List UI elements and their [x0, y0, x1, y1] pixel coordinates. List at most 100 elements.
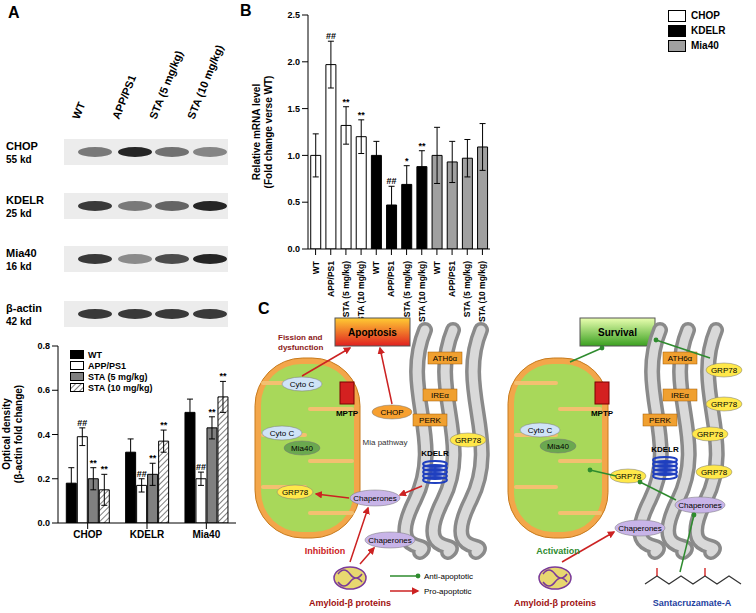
svg-text:Santacruzamate-A: Santacruzamate-A [653, 598, 732, 608]
svg-text:##: ## [137, 469, 147, 479]
svg-text:GRP78: GRP78 [697, 430, 724, 439]
svg-text:0.0: 0.0 [37, 518, 50, 528]
svg-text:55 kd: 55 kd [6, 154, 32, 165]
svg-text:2.0: 2.0 [287, 57, 300, 67]
svg-text:##: ## [387, 176, 397, 186]
svg-text:IREα: IREα [431, 391, 449, 400]
svg-text:16 kd: 16 kd [6, 261, 32, 272]
svg-text:Chaperones: Chaperones [368, 536, 412, 545]
svg-text:Pro-apoptotic: Pro-apoptotic [424, 587, 472, 596]
svg-text:**: ** [208, 407, 216, 417]
svg-text:Mia40: Mia40 [547, 442, 569, 451]
svg-text:APP/PS1: APP/PS1 [326, 261, 336, 297]
svg-text:Amyloid-β proteins: Amyloid-β proteins [514, 598, 596, 608]
html-text:WT: WT [88, 349, 102, 360]
svg-text:Mia40: Mia40 [291, 444, 313, 453]
svg-text:MPTP: MPTP [336, 409, 359, 418]
svg-text:STA (10 mg/kg): STA (10 mg/kg) [185, 43, 226, 121]
svg-text:0.4: 0.4 [37, 430, 50, 440]
svg-text:Mia40: Mia40 [6, 247, 37, 259]
svg-text:**: ** [358, 110, 366, 120]
svg-text:WT: WT [70, 100, 88, 121]
svg-text:GRP78: GRP78 [615, 472, 642, 481]
svg-text:*: * [405, 156, 409, 166]
svg-text:CHOP: CHOP [6, 140, 38, 152]
svg-text:0.5: 0.5 [287, 197, 300, 207]
svg-text:42 kd: 42 kd [6, 316, 32, 327]
svg-text:STA (5 mg/kg): STA (5 mg/kg) [341, 261, 351, 317]
svg-text:MPTP: MPTP [591, 409, 614, 418]
svg-text:Apoptosis: Apoptosis [348, 327, 397, 338]
svg-text:GRP78: GRP78 [455, 436, 482, 445]
svg-text:B: B [240, 2, 252, 19]
svg-text:Fission and: Fission and [278, 333, 323, 342]
svg-text:KDELR: KDELR [421, 449, 449, 458]
svg-text:ATH6α: ATH6α [668, 354, 693, 363]
svg-text:STA (10 mg/kg): STA (10 mg/kg) [477, 261, 487, 322]
svg-text:**: ** [90, 458, 98, 468]
svg-text:STA (10 mg/kg): STA (10 mg/kg) [417, 261, 427, 322]
svg-text:**: ** [418, 141, 426, 151]
svg-text:STA (5 mg/kg): STA (5 mg/kg) [147, 49, 185, 121]
svg-text:**: ** [343, 97, 351, 107]
svg-text:Optical density: Optical density [1, 398, 12, 470]
svg-text:GRP78: GRP78 [711, 366, 738, 375]
svg-text:APP/PS1: APP/PS1 [110, 73, 139, 121]
svg-text:KDELR: KDELR [6, 194, 44, 206]
svg-text:GRP78: GRP78 [711, 400, 738, 409]
svg-text:STA (5 mg/kg): STA (5 mg/kg) [402, 261, 412, 317]
svg-text:2.5: 2.5 [287, 10, 300, 20]
svg-text:GRP78: GRP78 [282, 488, 309, 497]
svg-text:CHOP: CHOP [73, 529, 102, 540]
svg-text:dysfunction: dysfunction [278, 343, 323, 352]
svg-text:1.0: 1.0 [287, 151, 300, 161]
svg-text:GRP78: GRP78 [701, 468, 728, 477]
svg-text:Cyto C: Cyto C [270, 429, 295, 438]
svg-text:Chaperones: Chaperones [353, 494, 397, 503]
svg-text:KDELR: KDELR [651, 445, 679, 454]
svg-text:Cyto C: Cyto C [290, 380, 315, 389]
svg-text:##: ## [196, 462, 206, 472]
svg-text:Cyto C: Cyto C [528, 426, 553, 435]
svg-text:**: ** [149, 453, 157, 463]
svg-text:0.6: 0.6 [37, 385, 50, 395]
svg-text:**: ** [219, 371, 227, 381]
svg-text:KDELR: KDELR [130, 529, 165, 540]
svg-text:**: ** [160, 420, 168, 430]
svg-text:(Fold change verse WT): (Fold change verse WT) [263, 76, 274, 189]
svg-text:WT: WT [371, 260, 381, 274]
svg-text:PERK: PERK [419, 416, 441, 425]
svg-text:A: A [8, 4, 20, 21]
svg-text:Survival: Survival [598, 327, 637, 338]
svg-text:Chaperones: Chaperones [678, 501, 722, 510]
svg-text:0.2: 0.2 [37, 474, 50, 484]
svg-text:PERK: PERK [649, 416, 671, 425]
svg-text:(β-actin fold change): (β-actin fold change) [13, 385, 24, 483]
svg-text:##: ## [77, 418, 87, 428]
svg-text:IREα: IREα [671, 391, 689, 400]
svg-text:25 kd: 25 kd [6, 208, 32, 219]
svg-text:WT: WT [311, 260, 321, 274]
svg-text:Chaperones: Chaperones [618, 524, 662, 533]
svg-text:STA (5 mg/kg): STA (5 mg/kg) [462, 261, 472, 317]
svg-text:β-actin: β-actin [6, 302, 42, 314]
svg-text:APP/PS1: APP/PS1 [386, 261, 396, 297]
svg-text:0.0: 0.0 [287, 244, 300, 254]
svg-text:##: ## [326, 31, 336, 41]
svg-text:Mia40: Mia40 [192, 529, 220, 540]
svg-text:1.5: 1.5 [287, 104, 300, 114]
svg-text:WT: WT [432, 260, 442, 274]
svg-text:Anti-apoptotic: Anti-apoptotic [424, 572, 473, 581]
svg-text:STA (10 mg/kg): STA (10 mg/kg) [356, 261, 366, 322]
svg-text:Mia pathway: Mia pathway [363, 438, 408, 447]
svg-text:ATH6α: ATH6α [433, 354, 458, 363]
svg-text:Relative mRNA level: Relative mRNA level [251, 84, 262, 181]
svg-text:C: C [258, 300, 270, 317]
svg-text:APP/PS1: APP/PS1 [447, 261, 457, 297]
svg-text:Activation: Activation [536, 546, 580, 556]
svg-text:CHOP: CHOP [380, 408, 403, 417]
svg-text:Inhibition: Inhibition [305, 546, 346, 556]
svg-text:0.8: 0.8 [37, 341, 50, 351]
svg-text:Amyloid-β proteins: Amyloid-β proteins [309, 598, 391, 608]
svg-text:**: ** [101, 464, 109, 474]
